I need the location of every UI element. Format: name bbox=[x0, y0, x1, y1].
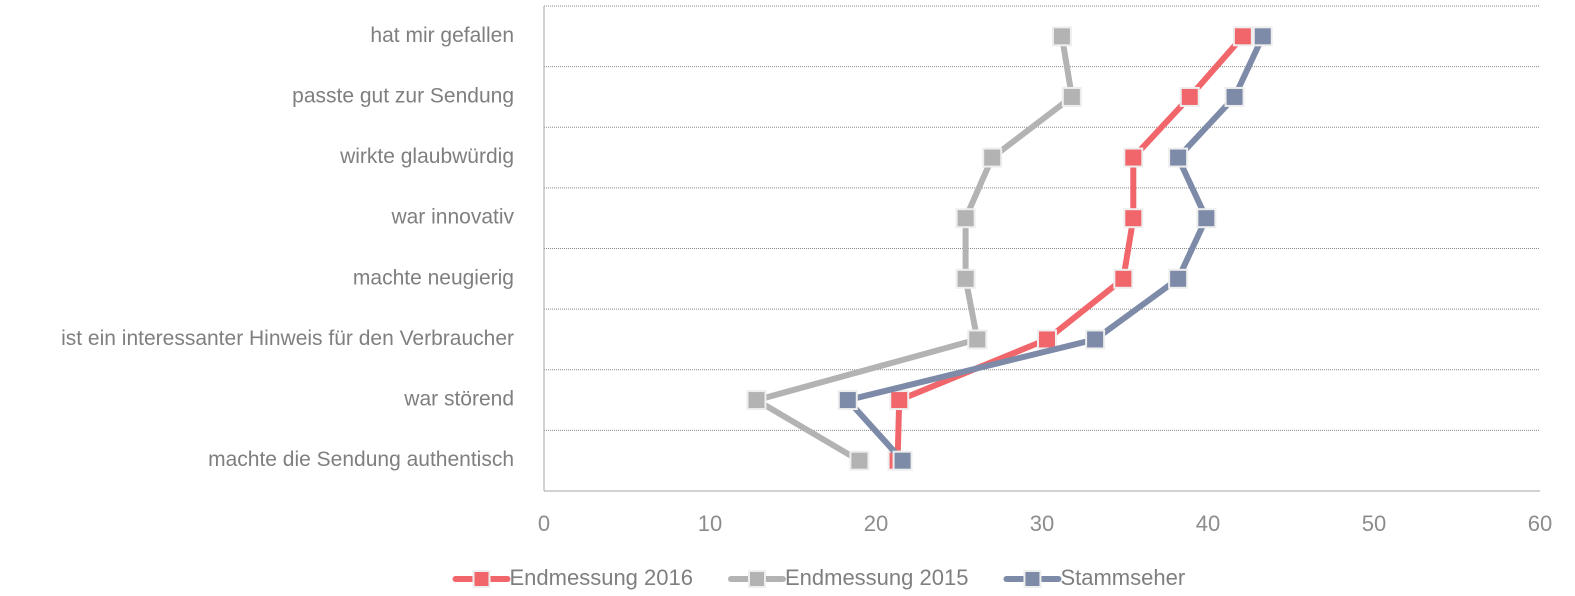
category-label: ist ein interessanter Hinweis für den Ve… bbox=[61, 327, 514, 350]
data-point bbox=[837, 390, 858, 411]
data-point bbox=[967, 329, 988, 350]
gridlines bbox=[544, 5, 1540, 431]
category-labels: hat mir gefallen passte gut zur Sendung wi… bbox=[61, 24, 514, 471]
data-point bbox=[1196, 208, 1217, 229]
data-point bbox=[1036, 329, 1057, 350]
x-tick-label: 60 bbox=[1528, 511, 1552, 536]
legend-swatch-marker bbox=[1023, 570, 1042, 588]
axes bbox=[543, 6, 1540, 492]
x-tick-label: 30 bbox=[1030, 511, 1054, 536]
data-point bbox=[1168, 268, 1189, 289]
legend-label: Endmessung 2016 bbox=[510, 565, 693, 590]
legend-item: Endmessung 2016 bbox=[452, 565, 693, 590]
series-0 bbox=[887, 26, 1253, 471]
legend-swatch-marker bbox=[747, 570, 766, 588]
category-label: passte gut zur Sendung bbox=[292, 84, 514, 107]
legend-label: Stammseher bbox=[1060, 565, 1185, 590]
category-label: machte neugierig bbox=[353, 266, 514, 289]
data-point bbox=[1085, 329, 1106, 350]
data-point bbox=[955, 268, 976, 289]
data-point bbox=[1168, 147, 1189, 168]
series-lines bbox=[746, 26, 1273, 471]
data-point bbox=[1123, 208, 1144, 229]
data-point bbox=[849, 450, 870, 471]
legend: Endmessung 2016 Endmessung 2015 Stammseher bbox=[452, 565, 1185, 590]
data-point bbox=[955, 208, 976, 229]
legend-swatch-marker bbox=[472, 570, 491, 588]
series-2 bbox=[837, 26, 1273, 471]
category-label: war innovativ bbox=[390, 206, 514, 229]
data-point bbox=[746, 390, 767, 411]
category-label: war störend bbox=[403, 388, 514, 411]
legend-label: Endmessung 2015 bbox=[785, 565, 968, 590]
data-point bbox=[1252, 26, 1273, 47]
legend-item: Endmessung 2015 bbox=[727, 565, 968, 590]
x-tick-label: 40 bbox=[1196, 511, 1220, 536]
data-point bbox=[889, 390, 910, 411]
data-point bbox=[982, 147, 1003, 168]
x-tick-label: 10 bbox=[698, 511, 722, 536]
data-point bbox=[892, 450, 913, 471]
series-line bbox=[894, 33, 1246, 464]
category-label: wirkte glaubwürdig bbox=[339, 145, 514, 168]
x-tick-labels: 0 10 20 30 40 50 60 bbox=[538, 511, 1552, 536]
data-point bbox=[1051, 26, 1072, 47]
x-tick-label: 50 bbox=[1362, 511, 1386, 536]
data-point bbox=[1179, 86, 1200, 107]
data-point bbox=[1123, 147, 1144, 168]
data-point bbox=[1061, 86, 1082, 107]
legend-item: Stammseher bbox=[1003, 565, 1185, 590]
category-label: hat mir gefallen bbox=[370, 24, 514, 47]
x-tick-label: 0 bbox=[538, 511, 550, 536]
data-point bbox=[1232, 26, 1253, 47]
series-1 bbox=[746, 26, 1082, 471]
x-tick-label: 20 bbox=[864, 511, 888, 536]
data-point bbox=[1224, 86, 1245, 107]
data-point bbox=[1113, 268, 1134, 289]
series-line bbox=[753, 33, 1075, 464]
category-label: machte die Sendung authentisch bbox=[208, 448, 514, 471]
series-line bbox=[844, 33, 1266, 464]
